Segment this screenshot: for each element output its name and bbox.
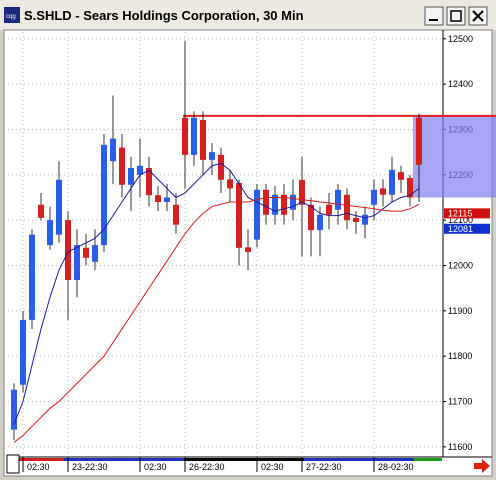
y-tick-label: 12100	[448, 215, 473, 225]
candle-body	[263, 189, 269, 215]
candle-body	[353, 217, 359, 222]
x-tick-label: 26-22:30	[189, 462, 225, 472]
candle-body	[164, 197, 170, 203]
y-tick-label: 11700	[448, 397, 472, 407]
scroll-arrow[interactable]	[474, 459, 490, 473]
session-bar	[184, 458, 304, 461]
candle-body	[38, 204, 44, 218]
session-bar	[8, 458, 64, 461]
candle-body	[407, 177, 413, 198]
candle-body	[236, 182, 242, 248]
y-tick-label: 11900	[448, 306, 472, 316]
candle-body	[56, 179, 62, 235]
candle-body	[101, 144, 107, 246]
candle-body	[317, 214, 323, 231]
session-bar	[304, 458, 414, 461]
candle-body	[371, 189, 377, 205]
x-tick-label: 02:30	[27, 462, 50, 472]
candle-body	[83, 247, 89, 258]
maximize-glyph	[450, 10, 462, 22]
candle-body	[47, 220, 53, 246]
y-tick-label: 11800	[448, 351, 472, 361]
candle-body	[416, 117, 422, 165]
price-label-box	[444, 223, 490, 234]
candle-body	[398, 172, 404, 180]
close-glyph	[472, 10, 484, 22]
candle-body	[308, 204, 314, 231]
candle-body	[74, 245, 80, 280]
scroll-box[interactable]	[6, 454, 20, 474]
candle-body	[20, 319, 26, 385]
candle-body	[380, 188, 386, 195]
candle-body	[335, 189, 341, 210]
x-tick-label: 27-22:30	[306, 462, 342, 472]
y-tick-label: 11600	[448, 442, 472, 452]
window-title: S.SHLD - Sears Holdings Corporation, 30 …	[24, 8, 304, 23]
window-buttons	[424, 6, 488, 26]
candle-body	[245, 247, 251, 252]
app-icon	[4, 7, 20, 23]
candle-body	[299, 179, 305, 205]
session-bar	[64, 458, 184, 461]
x-tick-label: 23-22:30	[72, 462, 108, 472]
title-bar	[0, 0, 496, 30]
y-tick-label: 12000	[448, 260, 473, 270]
y-tick-label: 12400	[448, 79, 473, 89]
candle-body	[92, 245, 98, 262]
candle-body	[272, 194, 278, 215]
x-tick-label: 28-02:30	[378, 462, 414, 472]
moving-average	[13, 162, 420, 425]
price-label: 12081	[448, 224, 473, 234]
candle-body	[254, 189, 260, 240]
x-tick-label: 02:30	[144, 462, 167, 472]
moving-average	[13, 196, 420, 443]
highlight-zone	[413, 115, 496, 198]
candle-body	[137, 165, 143, 175]
candle-body	[11, 389, 17, 430]
candle-body	[200, 119, 206, 160]
app-icon-text: cqg	[6, 14, 16, 20]
candle-body	[155, 195, 161, 203]
price-label: 12115	[448, 208, 472, 218]
candle-body	[362, 214, 368, 225]
candle-body	[29, 234, 35, 320]
y-tick-label: 12500	[448, 34, 473, 44]
maximize-button[interactable]	[446, 6, 466, 26]
candle-body	[173, 204, 179, 225]
candle-body	[209, 152, 215, 160]
candle-body	[290, 194, 296, 210]
price-label-box	[444, 208, 490, 219]
candle-body	[119, 147, 125, 185]
candle-body	[65, 220, 71, 280]
candle-body	[227, 179, 233, 189]
session-bar	[414, 458, 442, 461]
candle-body	[218, 154, 224, 180]
candle-body	[128, 168, 134, 185]
candle-body	[326, 204, 332, 215]
candle-body	[344, 194, 350, 221]
candle-body	[146, 168, 152, 196]
minimize-button[interactable]	[424, 6, 444, 26]
candle-body	[191, 117, 197, 155]
candle-body	[281, 194, 287, 215]
x-tick-label: 02:30	[261, 462, 284, 472]
candle-body	[110, 138, 116, 162]
candle-body	[182, 117, 188, 155]
candle-body	[389, 169, 395, 195]
